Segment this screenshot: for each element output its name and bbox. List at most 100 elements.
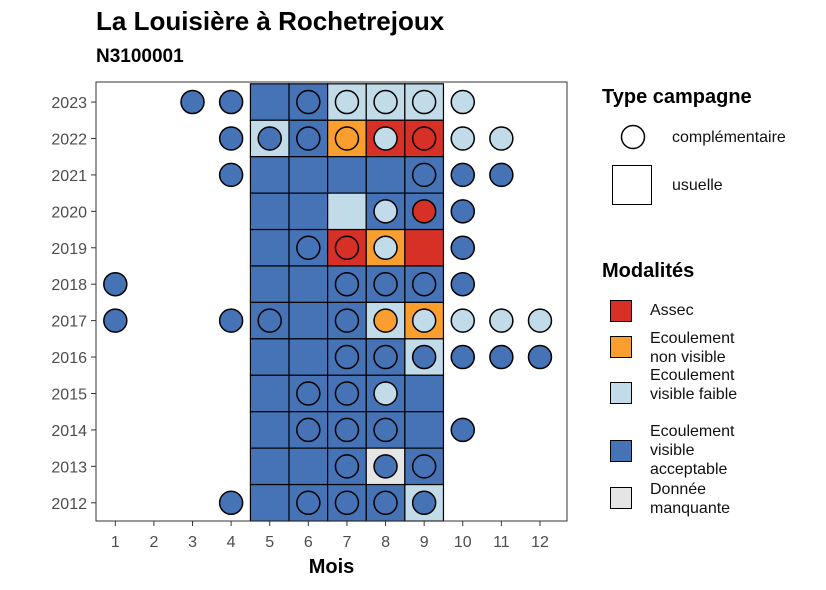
y-tick-label-2012: 2012: [51, 496, 87, 513]
point-2014-7-ecoulement-visible-acceptable: [334, 417, 360, 443]
point-2022-11-ecoulement-visible-faible: [489, 126, 514, 151]
y-tick-label-2016: 2016: [51, 350, 87, 367]
legend-usuelle-key: [612, 165, 652, 205]
tile-2021-6-ecoulement-visible-acceptable: [288, 156, 329, 194]
chart-subtitle: N3100001: [96, 46, 184, 67]
x-tick-label-6: 6: [304, 534, 313, 551]
legend-donnee-manquante-key: [610, 487, 632, 509]
point-2018-9-ecoulement-visible-acceptable: [411, 271, 437, 297]
point-2019-8-ecoulement-visible-faible: [373, 235, 398, 261]
tile-2013-5-ecoulement-visible-acceptable: [249, 447, 290, 486]
legend-complementaire-key: [620, 124, 646, 150]
point-2018-1-ecoulement-visible-acceptable: [103, 271, 128, 297]
point-2015-6-ecoulement-visible-acceptable: [296, 381, 321, 406]
legend-donnee-manquante-label: Donnée manquante: [650, 481, 731, 517]
point-2017-7-ecoulement-visible-acceptable: [334, 308, 360, 333]
point-2017-4-ecoulement-visible-acceptable: [218, 308, 244, 333]
point-2022-6-ecoulement-visible-acceptable: [296, 126, 321, 151]
legend-modalites-title: Modalités: [602, 260, 695, 282]
x-tick-label-7: 7: [342, 534, 351, 551]
point-2017-10-ecoulement-visible-faible: [450, 308, 476, 333]
point-2020-9-assec: [411, 199, 437, 224]
x-tick-label-8: 8: [381, 534, 390, 551]
point-2023-4-ecoulement-visible-acceptable: [218, 89, 244, 115]
point-2019-10-ecoulement-visible-acceptable: [450, 235, 476, 261]
tile-2020-6-ecoulement-visible-acceptable: [288, 192, 329, 231]
point-2023-3-ecoulement-visible-acceptable: [180, 89, 205, 115]
point-2013-8-ecoulement-visible-acceptable: [373, 454, 398, 479]
point-2018-7-ecoulement-visible-acceptable: [334, 271, 360, 297]
tile-2012-5-ecoulement-visible-acceptable: [249, 483, 290, 522]
point-2012-6-ecoulement-visible-acceptable: [296, 490, 321, 516]
x-tick-label-4: 4: [227, 534, 236, 551]
tile-2014-5-ecoulement-visible-acceptable: [249, 411, 290, 449]
point-2012-8-ecoulement-visible-acceptable: [373, 490, 398, 516]
point-2023-6-ecoulement-visible-acceptable: [296, 89, 321, 115]
point-2022-8-ecoulement-visible-faible: [373, 126, 398, 151]
y-tick-label-2022: 2022: [51, 131, 87, 148]
x-tick-label-3: 3: [188, 534, 197, 551]
y-tick-label-2018: 2018: [51, 277, 87, 294]
point-2017-11-ecoulement-visible-faible: [489, 308, 514, 333]
y-tick-label-2019: 2019: [51, 241, 87, 258]
tile-2018-5-ecoulement-visible-acceptable: [249, 265, 290, 304]
legend-complementaire-label: complémentaire: [672, 129, 786, 146]
legend-ecoulement-visible-faible-key: [610, 382, 632, 404]
point-2018-8-ecoulement-visible-acceptable: [373, 271, 398, 297]
point-2016-9-ecoulement-visible-acceptable: [411, 344, 437, 370]
tile-2021-8-ecoulement-visible-acceptable: [365, 156, 406, 194]
y-tick-label-2014: 2014: [51, 423, 87, 440]
tile-2019-5-ecoulement-visible-acceptable: [249, 228, 290, 267]
point-2012-7-ecoulement-visible-acceptable: [334, 490, 360, 516]
point-2012-9-ecoulement-visible-acceptable: [411, 490, 437, 516]
legend-ecoulement-non-visible-label: Ecoulement non visible: [650, 330, 735, 366]
legend-ecoulement-visible-faible-label: Ecoulement visible faible: [650, 367, 738, 403]
point-2012-4-ecoulement-visible-acceptable: [218, 490, 244, 516]
legend-assec-key: [610, 300, 632, 322]
tile-2018-6-ecoulement-visible-acceptable: [288, 265, 329, 304]
legend-ecoulement-visible-acceptable-key: [610, 440, 632, 462]
point-2017-12-ecoulement-visible-faible: [527, 308, 553, 333]
point-2023-9-ecoulement-visible-faible: [411, 89, 437, 115]
legend-ecoulement-non-visible-key: [610, 336, 632, 358]
y-tick-label-2021: 2021: [51, 168, 87, 185]
tile-2020-5-ecoulement-visible-acceptable: [249, 192, 290, 231]
y-tick-label-2020: 2020: [51, 204, 87, 221]
point-2016-10-ecoulement-visible-acceptable: [450, 344, 476, 370]
point-2020-10-ecoulement-visible-acceptable: [450, 199, 476, 224]
y-tick-label-2013: 2013: [51, 459, 87, 476]
plot-border: [95, 81, 568, 522]
tile-2020-7-ecoulement-visible-faible: [327, 192, 367, 231]
x-tick-label-5: 5: [265, 534, 274, 551]
tile-2013-6-ecoulement-visible-acceptable: [288, 447, 329, 486]
tile-2015-5-ecoulement-visible-acceptable: [249, 374, 290, 413]
point-2016-12-ecoulement-visible-acceptable: [527, 344, 553, 370]
x-tick-label-9: 9: [420, 534, 429, 551]
legend-ecoulement-visible-acceptable-label: Ecoulement visible acceptable: [650, 423, 735, 478]
tile-2019-9-assec: [404, 228, 445, 267]
tile-2017-6-ecoulement-visible-acceptable: [288, 301, 329, 340]
point-2017-1-ecoulement-visible-acceptable: [103, 308, 128, 333]
point-2019-6-ecoulement-visible-acceptable: [296, 235, 321, 261]
point-2023-10-ecoulement-visible-faible: [450, 89, 476, 115]
x-tick-label-11: 11: [493, 534, 510, 551]
legend-assec-label: Assec: [650, 302, 694, 319]
tile-2016-6-ecoulement-visible-acceptable: [288, 338, 329, 376]
point-2023-8-ecoulement-visible-faible: [373, 89, 398, 115]
legend-usuelle-label: usuelle: [672, 177, 723, 194]
point-2016-7-ecoulement-visible-acceptable: [334, 344, 360, 370]
point-2022-4-ecoulement-visible-acceptable: [218, 126, 244, 151]
x-tick-label-2: 2: [149, 534, 158, 551]
point-2017-8-ecoulement-non-visible: [373, 308, 398, 333]
y-tick-label-2015: 2015: [51, 386, 87, 403]
tile-2015-9-ecoulement-visible-acceptable: [404, 374, 445, 413]
tile-2021-5-ecoulement-visible-acceptable: [249, 156, 290, 194]
tile-2016-5-ecoulement-visible-acceptable: [249, 338, 290, 376]
point-2017-9-ecoulement-visible-faible: [411, 308, 437, 333]
point-2013-7-ecoulement-visible-acceptable: [334, 454, 360, 479]
point-2015-8-ecoulement-visible-faible: [373, 381, 398, 406]
point-2014-8-ecoulement-visible-acceptable: [373, 417, 398, 443]
point-2018-10-ecoulement-visible-acceptable: [450, 271, 476, 297]
point-2021-10-ecoulement-visible-acceptable: [450, 162, 476, 188]
point-2021-4-ecoulement-visible-acceptable: [218, 162, 244, 188]
